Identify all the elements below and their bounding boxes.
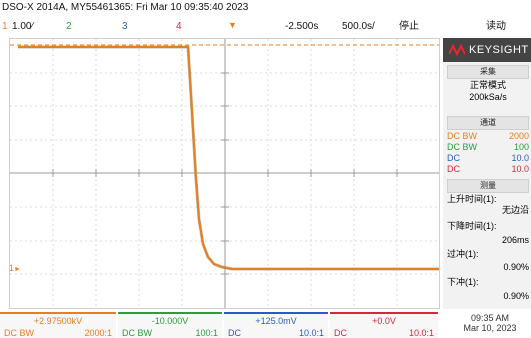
- channels-section-title[interactable]: 通道: [447, 116, 529, 130]
- ch3-coupling: DC: [228, 328, 241, 338]
- sidebar-ch4-probe: 10.0: [511, 164, 529, 174]
- sidebar-ch2: DC BW 100: [447, 142, 529, 153]
- time-offset[interactable]: -2.500s: [285, 21, 319, 32]
- ch1-number[interactable]: 1: [2, 21, 8, 32]
- sidebar-ch2-coupling: DC BW: [447, 142, 477, 152]
- undershoot-value: 0.90%: [503, 291, 529, 301]
- ch4-coupling: DC: [334, 328, 347, 338]
- fall-time-value: 206ms: [501, 235, 529, 245]
- measure-section-title[interactable]: 测量: [447, 179, 529, 193]
- keysight-logo: KEYSIGHT: [443, 38, 531, 62]
- keysight-wave-icon: [449, 43, 465, 57]
- graticule: [10, 39, 439, 308]
- sidebar-ch1: DC BW 2000: [447, 131, 529, 142]
- status-bar: DSO-X 2014A, MY55461365: Fri Mar 10 09:3…: [0, 0, 531, 16]
- sidebar-ch2-probe: 100: [513, 142, 529, 152]
- ch4-settings[interactable]: +0.0V DC 10.0:1: [330, 312, 438, 338]
- overshoot-value: 0.90%: [503, 262, 529, 272]
- ch1-probe-ratio: 2000:1: [84, 328, 112, 338]
- logo-text: KEYSIGHT: [469, 44, 529, 56]
- sidebar-ch1-probe: 2000: [508, 131, 529, 141]
- overshoot-label: 过冲(1):: [447, 249, 479, 259]
- channel-row: 1 1.00∕ 2 3 4 ▼ -2.500s 500.0s/ 停止 读动: [0, 16, 531, 38]
- channel-bar: +2.97500kV DC BW 2000:1 -10.000V DC BW 1…: [0, 312, 531, 338]
- sidebar-ch4-coupling: DC: [447, 164, 460, 174]
- rise-time-value: 无边沿: [501, 205, 529, 215]
- sidebar-ch3-coupling: DC: [447, 153, 460, 163]
- ch1-waveform-trace: [18, 46, 439, 270]
- sidebar: KEYSIGHT 采集 正常模式 200kSa/s 通道 DC BW 2000 …: [443, 38, 531, 309]
- ch3-number[interactable]: 3: [122, 21, 128, 32]
- clock-time: 09:35 AM: [470, 313, 510, 323]
- time-per-div[interactable]: 500.0s/: [342, 21, 375, 32]
- ch4-offset: +0.0V: [372, 316, 396, 326]
- ch1-settings[interactable]: +2.97500kV DC BW 2000:1: [0, 312, 116, 338]
- ch1-offset: +2.97500kV: [33, 316, 83, 326]
- ch3-probe-ratio: 10.0:1: [298, 328, 324, 338]
- ch4-number[interactable]: 4: [176, 21, 182, 32]
- ch4-probe-ratio: 10.0:1: [408, 328, 434, 338]
- ch1-waveform: [18, 45, 439, 271]
- acquire-section-title[interactable]: 采集: [447, 65, 529, 79]
- sample-rate: 200kSa/s: [469, 92, 507, 102]
- rise-time-label: 上升时间(1):: [447, 194, 497, 204]
- clock-date: Mar 10, 2023: [463, 323, 517, 333]
- ch3-offset: +125.0mV: [255, 316, 297, 326]
- undershoot-label: 下冲(1):: [447, 277, 479, 287]
- instrument-info: DSO-X 2014A, MY55461365: Fri Mar 10 09:3…: [2, 2, 249, 13]
- ch1-scale[interactable]: 1.00∕: [12, 21, 34, 32]
- ch1-marker-label: 1: [9, 263, 15, 273]
- trigger-marker-icon: ▼: [228, 20, 237, 30]
- sidebar-ch3: DC 10.0: [447, 153, 529, 164]
- clock: 09:35 AM Mar 10, 2023: [452, 312, 528, 338]
- ch2-coupling: DC BW: [122, 328, 152, 338]
- ch1-ground-marker[interactable]: 1►: [9, 262, 23, 274]
- waveform-display[interactable]: 1►: [9, 38, 440, 309]
- read-mode[interactable]: 读动: [486, 21, 506, 32]
- acquire-mode: 正常模式: [469, 80, 506, 90]
- sidebar-ch1-coupling: DC BW: [447, 131, 477, 141]
- ch2-settings[interactable]: -10.000V DC BW 100:1: [118, 312, 222, 338]
- ch2-offset: -10.000V: [151, 316, 189, 326]
- ch1-coupling: DC BW: [4, 328, 34, 338]
- ch2-number[interactable]: 2: [66, 21, 72, 32]
- ch2-probe-ratio: 100:1: [195, 328, 218, 338]
- run-state[interactable]: 停止: [399, 21, 419, 32]
- arrow-right-icon: ►: [14, 266, 21, 273]
- ch3-settings[interactable]: +125.0mV DC 10.0:1: [224, 312, 328, 338]
- sidebar-ch4: DC 10.0: [447, 164, 529, 175]
- sidebar-ch3-probe: 10.0: [511, 153, 529, 163]
- fall-time-label: 下降时间(1):: [447, 221, 497, 231]
